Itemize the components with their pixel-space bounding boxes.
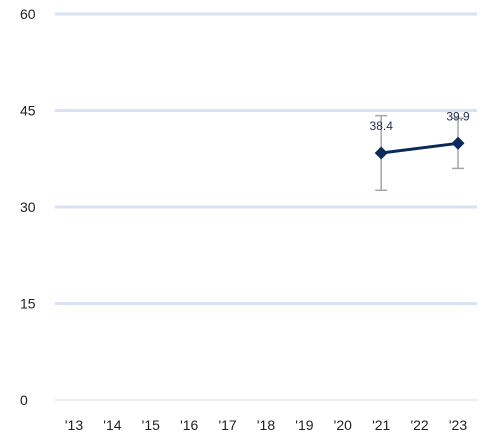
series-line (381, 141, 459, 155)
x-tick-label: '15 (142, 417, 160, 433)
grid-lines (55, 12, 477, 305)
y-tick-label: 30 (20, 199, 36, 215)
x-tick-label: '17 (218, 417, 236, 433)
x-tick-label: '14 (103, 417, 121, 433)
x-tick-label: '20 (334, 417, 352, 433)
data-point-diamond (451, 136, 465, 150)
series-points (374, 136, 465, 160)
x-tick-label: '16 (180, 417, 198, 433)
x-tick-label: '18 (257, 417, 275, 433)
x-tick-label: '22 (410, 417, 428, 433)
x-tick-label: '21 (372, 417, 390, 433)
x-tick-label: '23 (449, 417, 467, 433)
data-point-diamond (374, 146, 388, 160)
y-tick-label: 15 (20, 296, 36, 312)
data-label: 39.9 (446, 109, 470, 123)
y-tick-label: 45 (20, 103, 36, 119)
data-label: 38.4 (370, 119, 394, 133)
series-lines (381, 141, 459, 155)
y-tick-label: 60 (20, 6, 36, 22)
y-tick-label: 0 (20, 392, 28, 408)
x-tick-labels: '13 '14 '15 '16 '17 '18 '19 '20 '21 '22 '23 (65, 417, 467, 433)
y-tick-labels: 0 15 30 45 60 (20, 6, 36, 408)
x-tick-label: '19 (295, 417, 313, 433)
x-tick-label: '13 (65, 417, 83, 433)
data-labels: 38.4 39.9 (370, 109, 470, 133)
